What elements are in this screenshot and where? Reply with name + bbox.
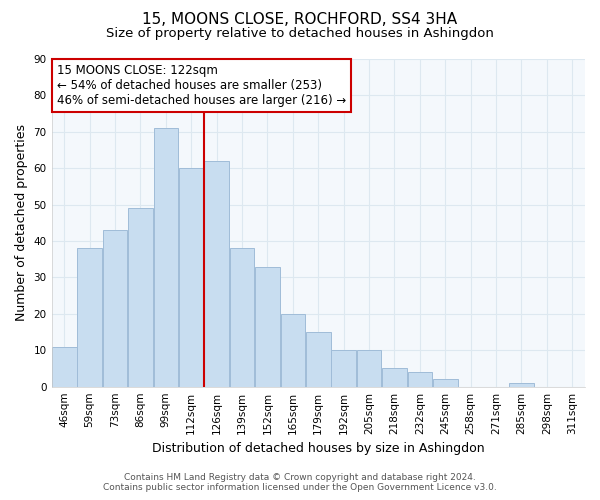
Bar (382, 368, 407, 386)
Bar (103, 230, 127, 386)
Bar (255, 266, 280, 386)
Bar (179, 168, 203, 386)
Bar (77, 248, 102, 386)
Bar (230, 248, 254, 386)
Bar (205, 161, 229, 386)
Bar (306, 332, 331, 386)
Bar (509, 383, 534, 386)
Bar (433, 380, 458, 386)
Bar (407, 372, 432, 386)
Bar (154, 128, 178, 386)
Bar (128, 208, 153, 386)
Bar (52, 346, 77, 387)
Bar (281, 314, 305, 386)
Text: 15 MOONS CLOSE: 122sqm
← 54% of detached houses are smaller (253)
46% of semi-de: 15 MOONS CLOSE: 122sqm ← 54% of detached… (57, 64, 346, 107)
Bar (357, 350, 382, 386)
Text: Contains HM Land Registry data © Crown copyright and database right 2024.
Contai: Contains HM Land Registry data © Crown c… (103, 473, 497, 492)
Bar (331, 350, 356, 386)
Text: Size of property relative to detached houses in Ashingdon: Size of property relative to detached ho… (106, 28, 494, 40)
X-axis label: Distribution of detached houses by size in Ashingdon: Distribution of detached houses by size … (152, 442, 485, 455)
Text: 15, MOONS CLOSE, ROCHFORD, SS4 3HA: 15, MOONS CLOSE, ROCHFORD, SS4 3HA (142, 12, 458, 28)
Y-axis label: Number of detached properties: Number of detached properties (15, 124, 28, 322)
